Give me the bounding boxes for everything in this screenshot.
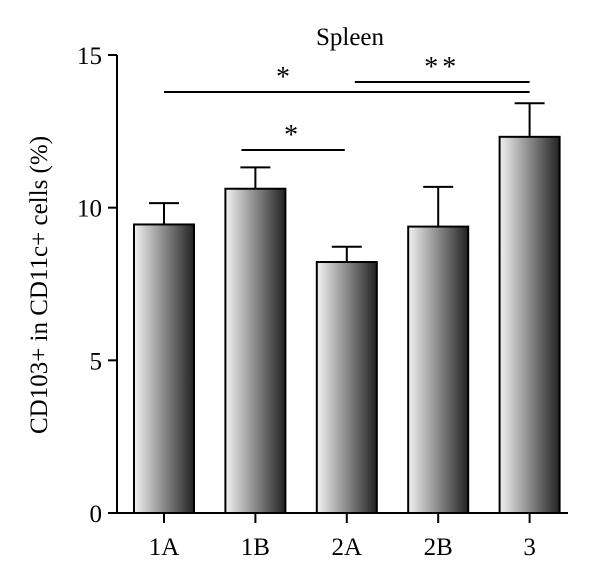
y-axis-label: CD103+ in CD11c+ cells (%) bbox=[26, 136, 53, 434]
y-tick-label: 0 bbox=[90, 501, 103, 528]
y-tick-label: 10 bbox=[77, 196, 102, 223]
significance-label: * bbox=[276, 62, 294, 93]
bar-1b bbox=[224, 187, 287, 514]
chart-title: Spleen bbox=[316, 24, 385, 51]
x-tick-label: 1A bbox=[149, 534, 180, 561]
y-tick-label: 15 bbox=[77, 43, 102, 70]
x-tick-label: 2B bbox=[424, 534, 453, 561]
significance-label: ** bbox=[424, 52, 460, 83]
bar-2b bbox=[407, 225, 470, 515]
bar-2a bbox=[315, 261, 378, 514]
x-tick-label: 3 bbox=[523, 534, 536, 561]
bar-3 bbox=[498, 135, 561, 514]
bar-1a bbox=[133, 223, 195, 515]
x-tick-label: 2A bbox=[332, 534, 363, 561]
x-tick-label: 1B bbox=[241, 534, 270, 561]
significance-label: * bbox=[284, 120, 302, 151]
y-tick-label: 5 bbox=[90, 348, 103, 375]
